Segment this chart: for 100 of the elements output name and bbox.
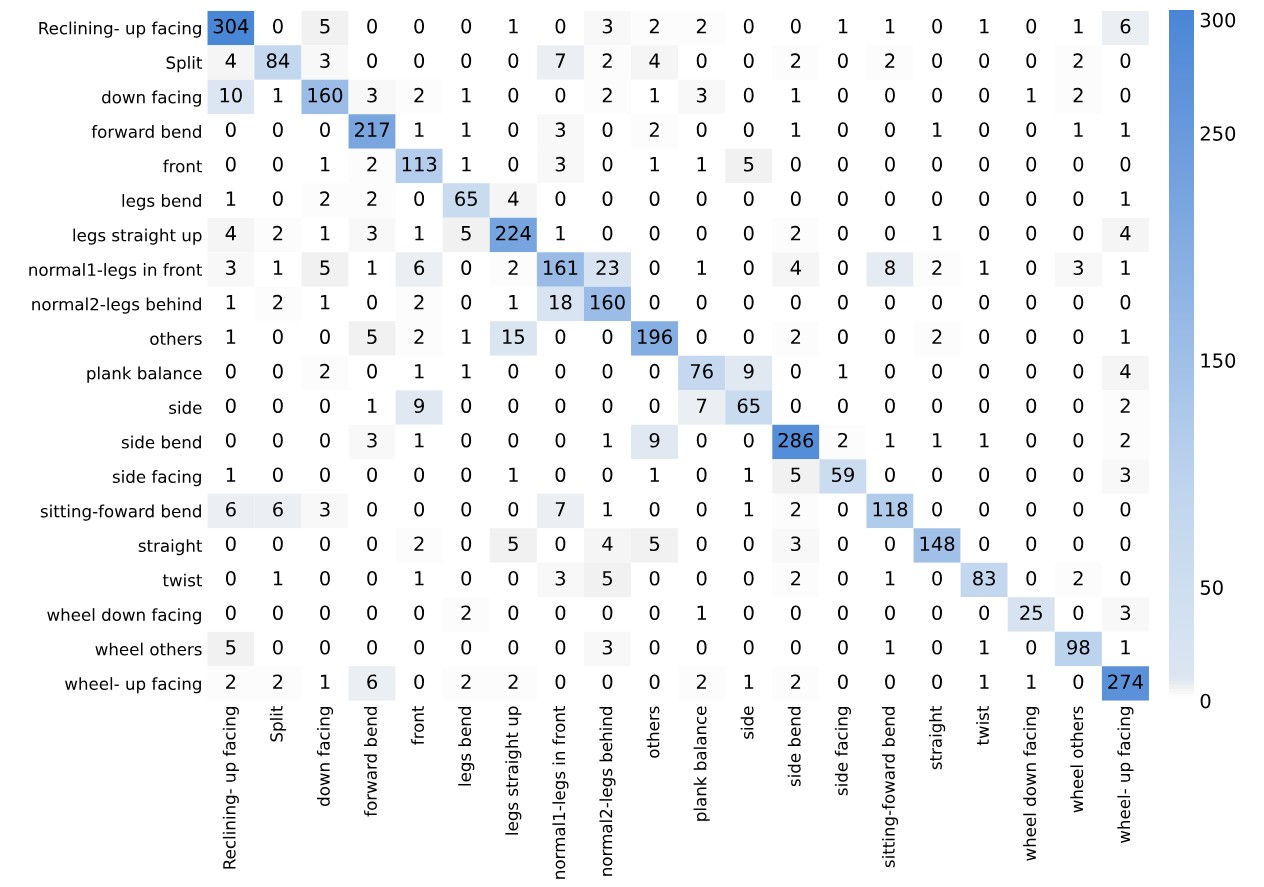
data-label: 0 bbox=[649, 191, 660, 207]
y-tick-label: side facing bbox=[112, 470, 201, 487]
y-tick-label: legs straight up bbox=[73, 228, 202, 245]
data-label: 0 bbox=[979, 87, 990, 103]
data-label: 0 bbox=[838, 156, 848, 172]
data-label: 1 bbox=[980, 19, 989, 34]
data-label: 0 bbox=[932, 674, 942, 690]
data-label: 1 bbox=[368, 398, 377, 413]
data-label: 0 bbox=[508, 398, 519, 414]
data-label: 1 bbox=[791, 88, 801, 103]
data-label: 1 bbox=[462, 157, 471, 172]
data-label: 5 bbox=[744, 157, 754, 172]
data-label: 0 bbox=[838, 122, 848, 138]
data-label: 0 bbox=[602, 674, 613, 690]
data-label: 1 bbox=[320, 226, 330, 241]
y-tick-label: others bbox=[150, 332, 202, 345]
data-label: 0 bbox=[367, 570, 377, 586]
data-label: 0 bbox=[225, 536, 236, 552]
data-label: 0 bbox=[1026, 191, 1037, 207]
data-label: 0 bbox=[273, 156, 283, 172]
data-label: 0 bbox=[1073, 467, 1084, 483]
data-label: 0 bbox=[979, 294, 990, 310]
data-label: 1 bbox=[603, 433, 612, 448]
data-label: 0 bbox=[461, 18, 472, 34]
y-tick-label: normal2-legs behind bbox=[32, 297, 201, 314]
data-label: 0 bbox=[367, 639, 377, 655]
data-label: 0 bbox=[838, 501, 848, 517]
data-label: 224 bbox=[496, 225, 531, 241]
data-label: 0 bbox=[743, 536, 754, 552]
data-label: 0 bbox=[696, 329, 707, 345]
data-label: 1 bbox=[697, 157, 707, 172]
data-label: 4 bbox=[1120, 226, 1131, 241]
data-label: 4 bbox=[225, 226, 236, 241]
data-label: 0 bbox=[225, 363, 236, 379]
data-label: 1 bbox=[415, 122, 424, 137]
x-tick-label: sitting-foward bend bbox=[881, 707, 899, 868]
x-tick-label: others bbox=[646, 706, 660, 758]
data-label: 1 bbox=[980, 433, 989, 448]
data-label: 0 bbox=[1073, 225, 1084, 241]
data-label: 3 bbox=[555, 156, 566, 172]
data-label: 118 bbox=[873, 501, 908, 517]
x-tick-label: wheel down facing bbox=[1023, 707, 1040, 861]
data-label: 0 bbox=[1026, 156, 1037, 172]
data-label: 0 bbox=[273, 605, 283, 621]
data-label: 0 bbox=[885, 87, 895, 103]
data-label: 0 bbox=[1073, 432, 1084, 448]
data-label: 0 bbox=[320, 605, 330, 621]
data-label: 0 bbox=[790, 363, 801, 379]
data-label: 0 bbox=[885, 156, 895, 172]
data-label: 0 bbox=[555, 363, 566, 379]
data-label: 0 bbox=[1073, 501, 1084, 517]
color-bar-label: 50 bbox=[1200, 580, 1223, 595]
data-label: 2 bbox=[461, 674, 471, 689]
data-label: 0 bbox=[696, 53, 707, 69]
data-label: 0 bbox=[838, 260, 848, 276]
data-label: 3 bbox=[555, 122, 566, 138]
data-label: 1 bbox=[415, 571, 424, 586]
data-label: 0 bbox=[461, 432, 472, 448]
data-label: 65 bbox=[737, 398, 760, 414]
data-label: 1 bbox=[885, 433, 895, 448]
y-tick-label: sitting-foward bend bbox=[40, 504, 201, 521]
data-label: 0 bbox=[696, 191, 707, 207]
data-label: 160 bbox=[591, 294, 625, 310]
data-label: 0 bbox=[508, 570, 519, 586]
data-label: 0 bbox=[885, 467, 895, 483]
data-label: 1 bbox=[320, 295, 330, 310]
data-label: 0 bbox=[743, 329, 754, 345]
data-label: 148 bbox=[920, 536, 955, 552]
data-label: 2 bbox=[932, 260, 942, 275]
data-label: 1 bbox=[273, 88, 283, 103]
x-tick-label: Split bbox=[269, 705, 286, 742]
data-label: 0 bbox=[1073, 156, 1084, 172]
data-label: 18 bbox=[550, 294, 572, 310]
y-tick-label: Reclining- up facing bbox=[39, 21, 201, 38]
data-label: 0 bbox=[838, 225, 848, 241]
data-label: 0 bbox=[508, 156, 519, 172]
data-label: 0 bbox=[838, 674, 848, 690]
color-bar-label: 0 bbox=[1200, 693, 1211, 709]
data-label: 1 bbox=[509, 295, 518, 310]
data-label: 2 bbox=[932, 329, 942, 344]
data-label: 0 bbox=[367, 501, 377, 517]
data-label: 0 bbox=[273, 639, 283, 655]
data-label: 5 bbox=[367, 329, 377, 345]
data-label: 0 bbox=[555, 398, 566, 414]
data-label: 0 bbox=[1120, 156, 1131, 172]
data-label: 0 bbox=[1073, 294, 1084, 310]
data-label: 160 bbox=[308, 87, 343, 103]
data-label: 1 bbox=[791, 122, 801, 137]
data-label: 0 bbox=[979, 605, 990, 621]
data-label: 0 bbox=[461, 398, 472, 414]
data-label: 2 bbox=[649, 122, 659, 137]
data-label: 4 bbox=[790, 260, 801, 275]
data-label: 2 bbox=[696, 674, 706, 689]
data-label: 0 bbox=[461, 294, 472, 310]
y-tick-label: wheel others bbox=[95, 642, 202, 656]
data-label: 0 bbox=[885, 398, 895, 414]
data-label: 1 bbox=[697, 260, 707, 275]
data-label: 0 bbox=[932, 18, 942, 34]
x-tick-label: twist bbox=[976, 705, 990, 746]
data-label: 0 bbox=[555, 87, 566, 103]
